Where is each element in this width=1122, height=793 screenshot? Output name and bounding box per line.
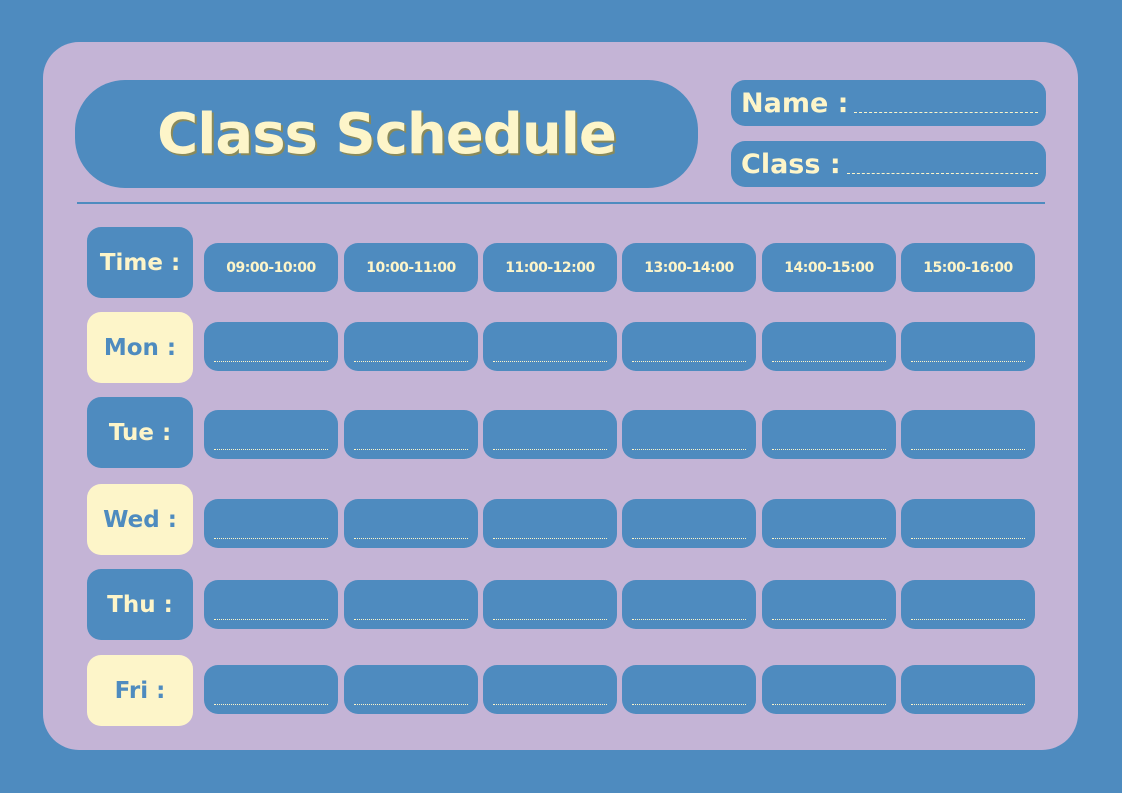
schedule-cell[interactable] (901, 322, 1035, 371)
schedule-cell[interactable] (204, 580, 338, 629)
schedule-cell[interactable] (483, 665, 617, 714)
schedule-cell[interactable] (483, 580, 617, 629)
schedule-cell[interactable] (344, 322, 478, 371)
class-field[interactable]: Class : (731, 141, 1046, 187)
cell-write-line (632, 538, 746, 539)
cell-write-line (493, 704, 607, 705)
schedule-cell[interactable] (483, 410, 617, 459)
cell-write-line (354, 538, 468, 539)
schedule-cell[interactable] (901, 580, 1035, 629)
cell-write-line (911, 449, 1025, 450)
time-slot-header: 09:00-10:00 (204, 243, 338, 292)
cell-write-line (354, 619, 468, 620)
cell-write-line (354, 449, 468, 450)
cell-write-line (772, 619, 886, 620)
cell-write-line (493, 619, 607, 620)
schedule-cell[interactable] (204, 665, 338, 714)
page-title: Class Schedule (157, 101, 617, 167)
time-slot-header: 10:00-11:00 (344, 243, 478, 292)
time-slot-label: 14:00-15:00 (784, 259, 874, 276)
day-label: Tue : (87, 397, 193, 468)
cell-write-line (632, 361, 746, 362)
day-label: Fri : (87, 655, 193, 726)
schedule-cell[interactable] (622, 322, 756, 371)
time-label: Time : (87, 227, 193, 298)
schedule-cell[interactable] (344, 665, 478, 714)
cell-write-line (214, 449, 328, 450)
day-label: Wed : (87, 484, 193, 555)
cell-write-line (214, 704, 328, 705)
schedule-cell[interactable] (901, 499, 1035, 548)
time-slot-label: 09:00-10:00 (226, 259, 316, 276)
cell-write-line (911, 538, 1025, 539)
schedule-cell[interactable] (344, 499, 478, 548)
cell-write-line (354, 361, 468, 362)
schedule-cell[interactable] (901, 665, 1035, 714)
schedule-cell[interactable] (622, 410, 756, 459)
time-slot-label: 13:00-14:00 (644, 259, 734, 276)
day-label: Mon : (87, 312, 193, 383)
cell-write-line (772, 704, 886, 705)
class-label: Class : (741, 148, 841, 180)
schedule-cell[interactable] (344, 410, 478, 459)
cell-write-line (214, 619, 328, 620)
schedule-cell[interactable] (762, 322, 896, 371)
schedule-cell[interactable] (762, 665, 896, 714)
cell-write-line (772, 449, 886, 450)
cell-write-line (354, 704, 468, 705)
schedule-cell[interactable] (622, 580, 756, 629)
cell-write-line (493, 538, 607, 539)
schedule-cell[interactable] (622, 499, 756, 548)
cell-write-line (493, 449, 607, 450)
time-slot-header: 11:00-12:00 (483, 243, 617, 292)
schedule-cell[interactable] (483, 322, 617, 371)
time-slot-label: 11:00-12:00 (505, 259, 595, 276)
cell-write-line (493, 361, 607, 362)
cell-write-line (911, 619, 1025, 620)
cell-write-line (632, 449, 746, 450)
name-field[interactable]: Name : (731, 80, 1046, 126)
class-input-line[interactable] (846, 172, 1038, 174)
schedule-cell[interactable] (204, 410, 338, 459)
schedule-cell[interactable] (762, 499, 896, 548)
cell-write-line (772, 361, 886, 362)
time-slot-label: 15:00-16:00 (923, 259, 1013, 276)
schedule-cell[interactable] (762, 580, 896, 629)
schedule-cell[interactable] (344, 580, 478, 629)
schedule-cell[interactable] (762, 410, 896, 459)
cell-write-line (214, 361, 328, 362)
day-label: Thu : (87, 569, 193, 640)
schedule-cell[interactable] (204, 499, 338, 548)
time-slot-header: 13:00-14:00 (622, 243, 756, 292)
name-label: Name : (741, 87, 849, 119)
time-slot-header: 14:00-15:00 (762, 243, 896, 292)
cell-write-line (214, 538, 328, 539)
schedule-cell[interactable] (204, 322, 338, 371)
schedule-cell[interactable] (901, 410, 1035, 459)
cell-write-line (632, 704, 746, 705)
cell-write-line (632, 619, 746, 620)
name-input-line[interactable] (854, 111, 1038, 113)
schedule-cell[interactable] (622, 665, 756, 714)
time-slot-label: 10:00-11:00 (366, 259, 456, 276)
cell-write-line (911, 361, 1025, 362)
schedule-cell[interactable] (483, 499, 617, 548)
cell-write-line (911, 704, 1025, 705)
title-banner: Class Schedule (75, 80, 698, 188)
cell-write-line (772, 538, 886, 539)
divider (77, 202, 1045, 204)
time-slot-header: 15:00-16:00 (901, 243, 1035, 292)
